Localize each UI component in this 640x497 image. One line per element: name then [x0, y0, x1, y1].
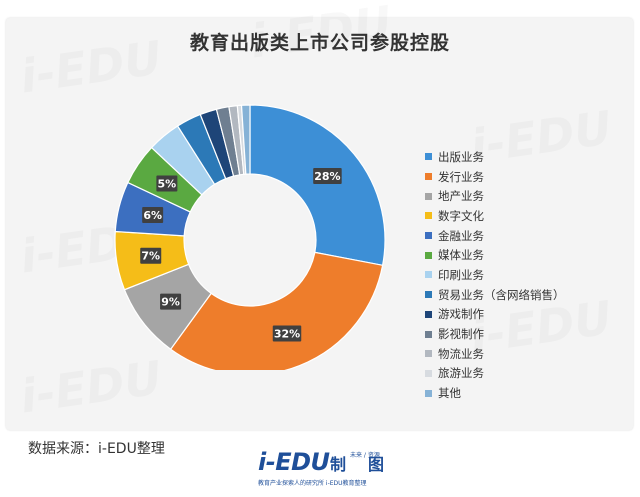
legend-item: 贸易业务（含网络销售） [425, 285, 565, 305]
legend-swatch [425, 271, 432, 279]
data-label-box [272, 325, 302, 342]
data-label-text: 5% [158, 178, 177, 191]
logo-brand-text: i-EDU [258, 448, 330, 476]
legend-label: 数字文化 [438, 208, 484, 223]
legend-swatch [425, 291, 432, 299]
legend-item: 其他 [425, 383, 565, 403]
legend-label: 游戏制作 [438, 307, 484, 322]
chart-title: 教育出版类上市公司参股控股 [189, 32, 450, 54]
donut-slice-2 [169, 251, 384, 370]
data-source-note: 数据来源：i-EDU整理 [28, 441, 165, 457]
data-label-4: 7% [140, 247, 162, 264]
legend-item: 媒体业务 [425, 245, 565, 265]
legend-item: 发行业务 [425, 167, 565, 187]
data-label-5: 6% [142, 207, 164, 224]
logo-subtitle: 教育产业探索人的研究所 i-EDU教育整理 [258, 480, 367, 487]
data-label-3: 9% [160, 293, 182, 310]
legend-swatch [425, 330, 432, 338]
logo-mark2-text: 图 [368, 455, 385, 474]
legend-item: 物流业务 [425, 344, 565, 364]
data-label-box [140, 247, 162, 264]
data-label-box [156, 175, 178, 192]
legend-item: 影视制作 [425, 324, 565, 344]
data-label-box [160, 293, 182, 310]
legend-item: 游戏制作 [425, 305, 565, 325]
legend-swatch [425, 350, 432, 358]
legend-swatch [425, 192, 432, 200]
data-label-text: 7% [141, 250, 160, 263]
legend-label: 出版业务 [438, 149, 484, 164]
legend-item: 数字文化 [425, 206, 565, 226]
legend-swatch [425, 153, 432, 161]
legend-label: 印刷业务 [438, 267, 484, 282]
legend-label: 旅游业务 [438, 366, 484, 381]
legend-label: 其他 [438, 386, 461, 401]
donut-slice-13 [240, 104, 251, 175]
logo-small-text: 未来 / 资源 [350, 452, 380, 459]
i-edu-logo: i-EDU 制 未来 / 资源 图 教育产业探索人的研究所 i-EDU教育整理 [258, 448, 385, 492]
legend-label: 贸易业务（含网络销售） [438, 287, 565, 302]
donut-slice-1 [249, 104, 386, 266]
legend-label: 物流业务 [438, 346, 484, 361]
data-label-2: 32% [272, 325, 302, 342]
donut-chart: 28% 32% 9% 7% 6% 5% [114, 104, 386, 370]
data-label-box [142, 207, 164, 224]
legend-swatch [425, 173, 432, 181]
legend-label: 金融业务 [438, 228, 484, 243]
data-label-text: 32% [274, 327, 300, 340]
legend-label: 影视制作 [438, 327, 484, 342]
legend-swatch [425, 310, 432, 318]
legend-label: 发行业务 [438, 169, 484, 184]
legend-swatch [425, 232, 432, 240]
legend-item: 出版业务 [425, 147, 565, 167]
legend-swatch [425, 212, 432, 220]
data-label-text: 28% [314, 170, 340, 183]
data-label-text: 6% [143, 209, 162, 222]
legend-swatch [425, 369, 432, 377]
legend-item: 地产业务 [425, 186, 565, 206]
legend-label: 媒体业务 [438, 248, 484, 263]
logo-mark-text: 制 [330, 455, 347, 474]
legend-item: 旅游业务 [425, 364, 565, 384]
data-label-text: 9% [161, 296, 180, 309]
legend-label: 地产业务 [438, 189, 484, 204]
legend-item: 印刷业务 [425, 265, 565, 285]
data-label-box [313, 167, 342, 184]
chart-legend: 出版业务发行业务地产业务数字文化金融业务媒体业务印刷业务贸易业务（含网络销售） 游… [425, 147, 565, 403]
data-label-1: 28% [313, 167, 342, 184]
legend-item: 金融业务 [425, 226, 565, 246]
legend-swatch [425, 389, 432, 397]
data-label-6: 5% [156, 175, 178, 192]
legend-swatch [425, 251, 432, 259]
